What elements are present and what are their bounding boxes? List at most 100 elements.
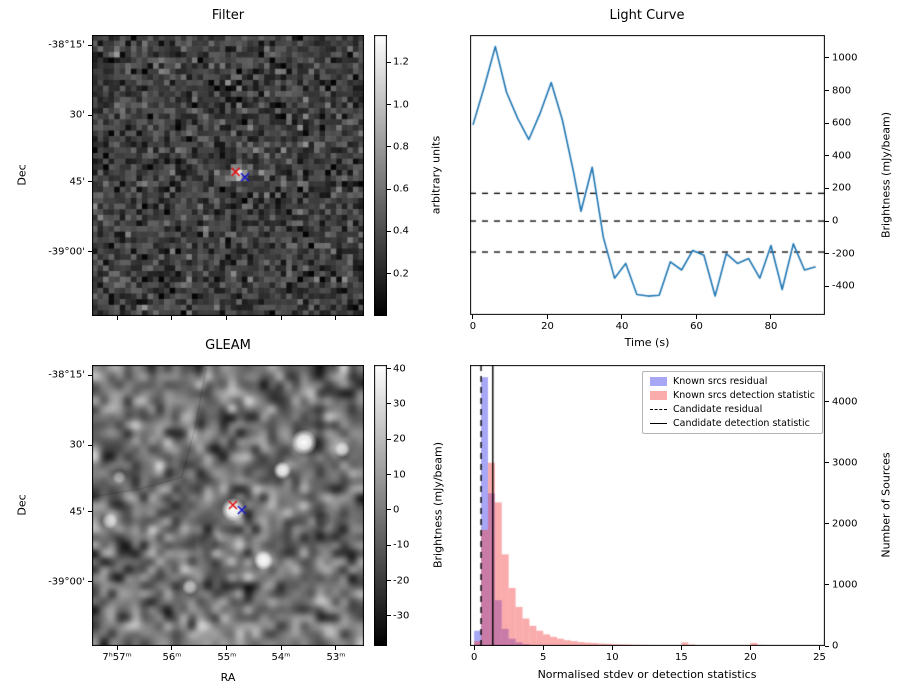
tick-mark xyxy=(818,646,820,650)
tick-label: 53ᵐ xyxy=(326,652,346,663)
tick-label: 3000 xyxy=(832,457,858,469)
tick-label: 15 xyxy=(674,652,688,663)
tick-mark xyxy=(88,444,92,446)
tick-label: 25 xyxy=(813,652,826,663)
gleam-heatmap xyxy=(92,365,364,646)
tick-label: 0 xyxy=(393,504,400,516)
legend-swatch-line-solid xyxy=(650,423,667,424)
tick-mark xyxy=(387,188,391,190)
filter-colorbar xyxy=(374,35,387,316)
legend: Known srcs residual Known srcs detection … xyxy=(642,371,823,434)
tick-mark xyxy=(825,187,829,189)
tick-mark xyxy=(825,462,829,464)
tick-label: 0.6 xyxy=(393,183,409,195)
tick-mark xyxy=(387,368,391,370)
tick-label: -38°15' xyxy=(48,369,85,381)
tick-mark xyxy=(825,90,829,92)
tick-mark xyxy=(825,57,829,59)
tick-label: 60 xyxy=(690,321,703,332)
tick-label: 1.2 xyxy=(393,56,409,68)
tick-label: 20 xyxy=(744,652,757,663)
tick-mark xyxy=(825,285,829,287)
tick-label: 0 xyxy=(832,640,839,652)
light-curve-plot xyxy=(470,35,825,315)
filter-colorbar-label: arbitrary units xyxy=(429,135,443,215)
tick-mark xyxy=(88,581,92,583)
tick-label: -10 xyxy=(393,539,410,551)
tick-label: 20 xyxy=(541,321,554,332)
tick-mark xyxy=(88,251,92,253)
tick-mark xyxy=(335,316,337,320)
light-curve-x-axis-label: Time (s) xyxy=(624,336,670,349)
tick-mark xyxy=(825,401,829,403)
tick-mark xyxy=(825,645,829,647)
legend-entry: Candidate detection statistic xyxy=(650,418,815,429)
tick-mark xyxy=(770,315,772,319)
tick-label: 40 xyxy=(393,363,406,375)
tick-label: 0.8 xyxy=(393,141,409,153)
tick-mark xyxy=(280,646,282,650)
tick-label: 40 xyxy=(615,321,629,332)
gleam-plot-title: GLEAM xyxy=(205,338,251,353)
tick-label: 30 xyxy=(393,398,406,410)
tick-mark xyxy=(387,230,391,232)
tick-mark xyxy=(88,181,92,183)
legend-label: Candidate residual xyxy=(673,404,763,415)
tick-mark xyxy=(749,646,751,650)
tick-label: 45' xyxy=(69,506,85,518)
gleam-colorbar xyxy=(374,365,387,646)
legend-label: Known srcs detection statistic xyxy=(673,390,815,401)
legend-label: Known srcs residual xyxy=(673,376,768,387)
tick-mark xyxy=(387,104,391,106)
legend-swatch-patch xyxy=(650,391,667,400)
tick-mark xyxy=(542,646,544,650)
tick-mark xyxy=(387,146,391,148)
gleam-colorbar-label: Brightness (mJy/beam) xyxy=(431,441,445,569)
tick-label: 1.0 xyxy=(393,99,409,111)
tick-mark xyxy=(88,44,92,46)
tick-mark xyxy=(171,646,173,650)
tick-mark xyxy=(387,580,391,582)
legend-label: Candidate detection statistic xyxy=(673,418,810,429)
tick-label: 30' xyxy=(69,109,85,121)
tick-mark xyxy=(825,122,829,124)
tick-label: -200 xyxy=(832,248,855,260)
tick-mark xyxy=(387,544,391,546)
tick-label: -30 xyxy=(393,610,410,622)
tick-label: 2000 xyxy=(832,518,858,530)
tick-mark xyxy=(387,474,391,476)
tick-label: 54ᵐ xyxy=(271,652,291,663)
light-curve-y-axis-label: Brightness (mJy/beam) xyxy=(879,111,893,239)
tick-mark xyxy=(472,315,474,319)
tick-label: 30' xyxy=(69,439,85,451)
tick-label: 45' xyxy=(69,176,85,188)
tick-label: 400 xyxy=(832,150,852,162)
tick-label: 0 xyxy=(469,321,477,332)
tick-mark xyxy=(825,220,829,222)
tick-label: -400 xyxy=(832,280,855,292)
tick-label: 200 xyxy=(832,182,852,194)
tick-label: 56ᵐ xyxy=(162,652,182,663)
tick-label: -39°00' xyxy=(48,246,85,258)
tick-label: 20 xyxy=(393,433,406,445)
tick-label: 80 xyxy=(764,321,778,332)
tick-label: 600 xyxy=(832,117,852,129)
tick-mark xyxy=(387,61,391,63)
tick-label: 0.4 xyxy=(393,225,409,237)
tick-label: -39°00' xyxy=(48,576,85,588)
tick-mark xyxy=(825,584,829,586)
tick-mark xyxy=(387,615,391,617)
tick-mark xyxy=(825,155,829,157)
tick-mark xyxy=(621,315,623,319)
tick-mark xyxy=(695,315,697,319)
gleam-y-axis-label: Dec xyxy=(15,494,29,516)
tick-label: 4000 xyxy=(832,396,858,408)
tick-label: 0 xyxy=(832,215,839,227)
tick-label: 0 xyxy=(470,652,478,663)
tick-mark xyxy=(825,523,829,525)
tick-mark xyxy=(226,646,228,650)
tick-label: 55ᵐ xyxy=(217,652,237,663)
light-curve-plot-title: Light Curve xyxy=(609,8,685,23)
tick-mark xyxy=(387,403,391,405)
